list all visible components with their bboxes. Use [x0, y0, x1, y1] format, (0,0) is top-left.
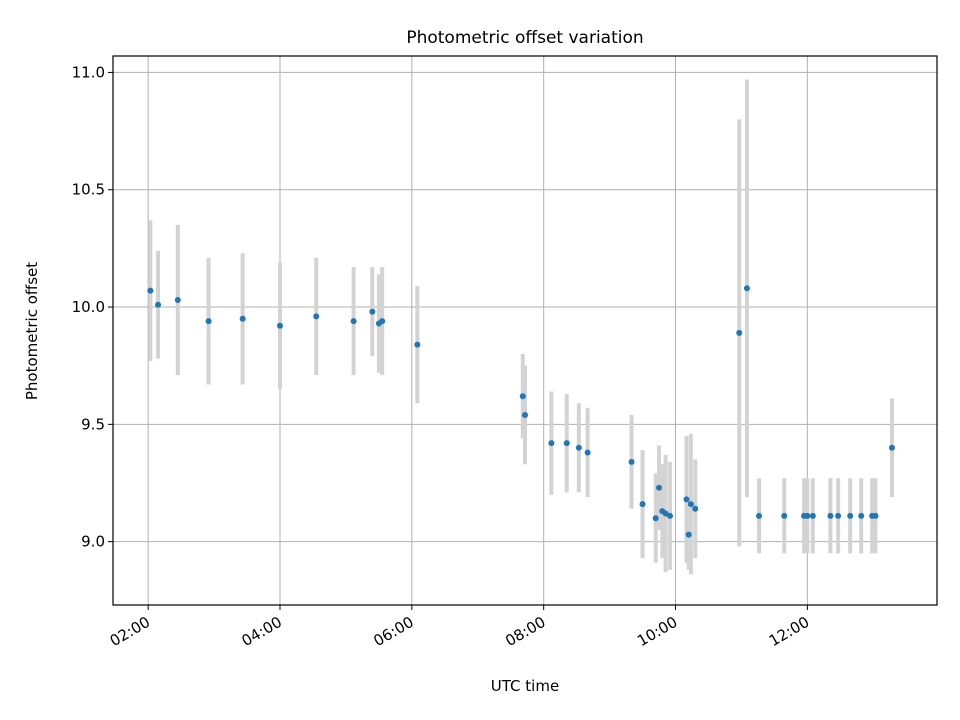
data-point [628, 458, 635, 465]
data-point [736, 329, 743, 336]
data-point [414, 341, 421, 348]
y-tick-label: 10.0 [72, 298, 105, 316]
data-point [781, 512, 788, 519]
chart-title: Photometric offset variation [406, 28, 643, 48]
y-tick-label: 9.0 [81, 533, 105, 551]
data-point [685, 531, 692, 538]
y-axis-label: Photometric offset [23, 262, 41, 400]
data-point [205, 318, 212, 325]
data-point [652, 515, 659, 522]
data-point [804, 512, 811, 519]
data-point [147, 287, 154, 294]
data-point [174, 297, 181, 303]
data-point [683, 496, 690, 503]
data-point [239, 315, 246, 322]
data-point [369, 308, 376, 315]
data-point [743, 285, 750, 292]
data-point [563, 440, 570, 447]
data-point [155, 301, 162, 308]
data-point [639, 501, 646, 508]
data-point [519, 393, 526, 400]
data-point [888, 444, 895, 451]
data-point [548, 440, 555, 447]
plot-frame [112, 55, 938, 606]
grid-lines [113, 56, 937, 605]
data-point [276, 322, 283, 329]
data-point [858, 512, 865, 519]
y-tick-label: 9.5 [81, 415, 105, 433]
y-tick-label: 10.5 [72, 181, 105, 199]
data-point [575, 444, 582, 451]
data-point [835, 512, 842, 519]
data-point [692, 505, 699, 512]
data-point [350, 318, 357, 325]
x-axis-label: UTC time [491, 677, 559, 695]
y-tick-label: 11.0 [72, 63, 105, 81]
data-point [847, 512, 854, 519]
data-point [687, 501, 694, 508]
data-points [147, 285, 895, 538]
data-point [522, 411, 528, 418]
data-point [872, 512, 879, 519]
data-point [756, 512, 763, 519]
data-point [827, 512, 834, 519]
data-point [656, 484, 663, 491]
data-point [379, 318, 386, 325]
data-point [667, 512, 674, 519]
data-point [662, 510, 669, 517]
data-point [313, 313, 320, 320]
y-axis-ticks: 9.0 9.5 10.0 10.5 11.0 [72, 63, 113, 551]
data-point [809, 512, 816, 519]
data-point [584, 449, 591, 456]
